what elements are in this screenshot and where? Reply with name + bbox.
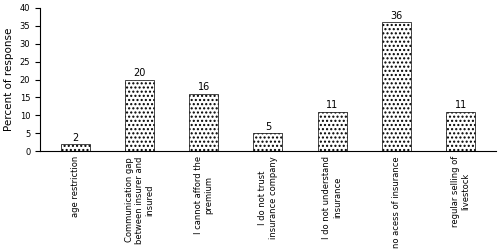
Y-axis label: Percent of response: Percent of response xyxy=(4,28,14,131)
Bar xyxy=(318,112,346,151)
Text: 20: 20 xyxy=(134,68,145,78)
Text: 11: 11 xyxy=(454,100,467,110)
Bar xyxy=(190,94,218,151)
Bar xyxy=(446,112,475,151)
Bar xyxy=(254,133,282,151)
Bar xyxy=(125,80,154,151)
Text: 11: 11 xyxy=(326,100,338,110)
Text: 16: 16 xyxy=(198,82,210,92)
Bar xyxy=(382,22,411,151)
Bar xyxy=(61,144,90,151)
Text: 2: 2 xyxy=(72,133,78,143)
Text: 36: 36 xyxy=(390,11,402,21)
Text: 5: 5 xyxy=(265,122,271,132)
